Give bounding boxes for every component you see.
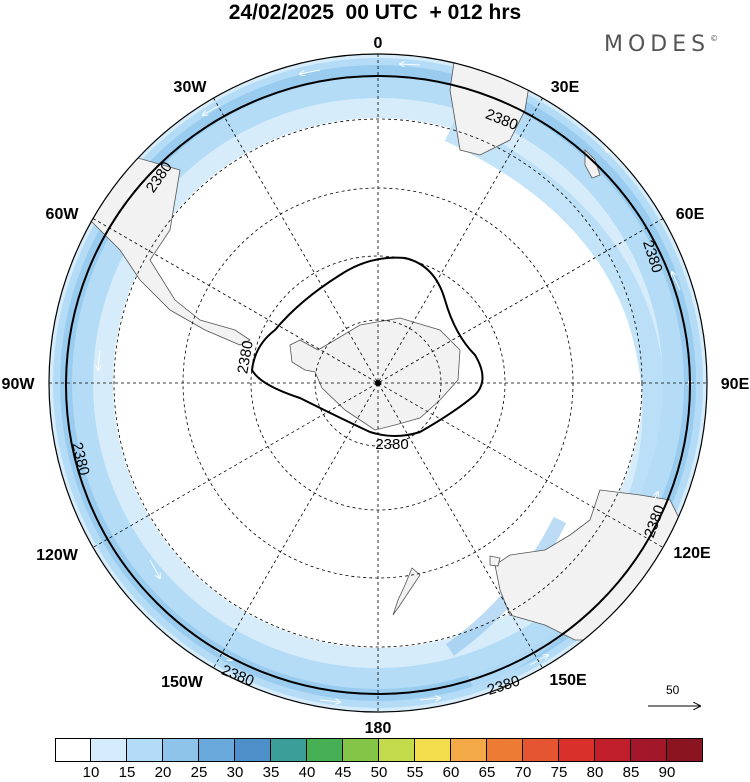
copyright-mark: ©	[710, 34, 719, 43]
lon-label-60w: 60W	[46, 206, 80, 223]
lon-label-180: 180	[365, 720, 392, 737]
colorbar-tick-label: 85	[622, 764, 640, 781]
colorbar-tick-label: 65	[478, 764, 496, 781]
wind-vector	[400, 64, 421, 65]
colorbar-tick-label: 80	[586, 764, 604, 781]
wind-vector	[319, 700, 340, 702]
colorbar-tick-label: 35	[262, 764, 280, 781]
lon-label-60e: 60E	[676, 206, 705, 223]
new-zealand-land	[392, 567, 421, 616]
colorbar-swatch	[55, 738, 91, 762]
antarctica-land	[289, 317, 461, 431]
lon-label-150e: 150E	[549, 672, 587, 689]
colorbar-tick-label: 40	[298, 764, 316, 781]
colorbar-swatch	[379, 738, 415, 762]
map-boundary	[48, 53, 708, 713]
wind-vector	[214, 649, 232, 660]
colorbar-swatch	[667, 738, 703, 762]
colorbar-swatch	[523, 738, 559, 762]
colorbar-swatch	[91, 738, 127, 762]
wind-vector	[149, 559, 160, 578]
colorbar-tick-label: 55	[406, 764, 424, 781]
meridians	[49, 54, 707, 712]
colorbar-swatch	[343, 738, 379, 762]
wind-vector	[419, 698, 440, 700]
colorbar-tick-label: 30	[226, 764, 244, 781]
tasmania-land	[489, 555, 501, 567]
wind-vector	[98, 349, 100, 370]
colorbar-tick-label: 60	[442, 764, 460, 781]
colorbar-swatch	[451, 738, 487, 762]
lon-label-90e: 90E	[721, 376, 750, 393]
wind-vector	[649, 492, 658, 511]
colorbar-tick-label: 15	[118, 764, 136, 781]
lon-label-30e: 30E	[551, 79, 580, 96]
colorbar-swatch	[307, 738, 343, 762]
wind-vector	[128, 179, 141, 196]
forecast-title: 24/02/2025 00 UTC + 012 hrs	[228, 1, 522, 24]
wind-vector	[203, 104, 221, 115]
colorbar-tick-label: 20	[154, 764, 172, 781]
lon-label-0: 0	[374, 35, 383, 52]
colorbar-tick-label: 90	[658, 764, 676, 781]
colorbar-swatch	[487, 738, 523, 762]
longitude-labels: 0 30E 60E 90E 120E 150E 180 150W 120W 90…	[2, 35, 750, 737]
contour-inner	[250, 256, 484, 437]
colorbar-swatch	[631, 738, 667, 762]
colorbar-swatch	[127, 738, 163, 762]
contour-label: 2380	[375, 436, 408, 453]
brand-logo: MODES©	[604, 32, 718, 57]
colorbar-tick-label: 45	[334, 764, 352, 781]
lon-label-120w: 120W	[36, 547, 79, 564]
colorbar-swatch	[271, 738, 307, 762]
height-contours	[65, 75, 691, 695]
south-pole-marker	[375, 380, 381, 386]
colorbar-tick-label: 75	[550, 764, 568, 781]
lon-label-150w: 150W	[161, 674, 204, 691]
brand-name: MODES	[604, 32, 711, 57]
lon-label-90w: 90W	[2, 376, 36, 393]
colorbar-swatch	[415, 738, 451, 762]
reference-vector-label: 50	[666, 683, 680, 697]
colorbar-swatch	[559, 738, 595, 762]
reference-arrow-icon	[648, 683, 704, 713]
colorbar-swatch	[199, 738, 235, 762]
lon-label-120e: 120E	[673, 545, 711, 562]
contour-label: 2380	[234, 339, 257, 375]
reference-vector: 50	[646, 683, 704, 713]
colorbar-swatch	[595, 738, 631, 762]
colorbar-tick-label: 50	[370, 764, 388, 781]
wind-vector	[300, 69, 321, 74]
lon-label-30w: 30W	[174, 79, 208, 96]
polar-map: 2380 2380 2380 2380 2380 2380 2380 2380 …	[2, 35, 750, 737]
colorbar: 10 15 20 25 30 35 40 45 50 55 60 65 70 75 80 85 90	[55, 738, 703, 782]
colorbar-tick-label: 70	[514, 764, 532, 781]
wind-vector	[672, 272, 681, 291]
colorbar-swatch	[235, 738, 271, 762]
colorbar-swatch	[163, 738, 199, 762]
contour-outer	[65, 75, 691, 695]
colorbar-tick-label: 25	[190, 764, 208, 781]
colorbar-tick-label: 10	[82, 764, 100, 781]
wind-vector	[529, 655, 548, 666]
south-america-land	[69, 149, 251, 346]
